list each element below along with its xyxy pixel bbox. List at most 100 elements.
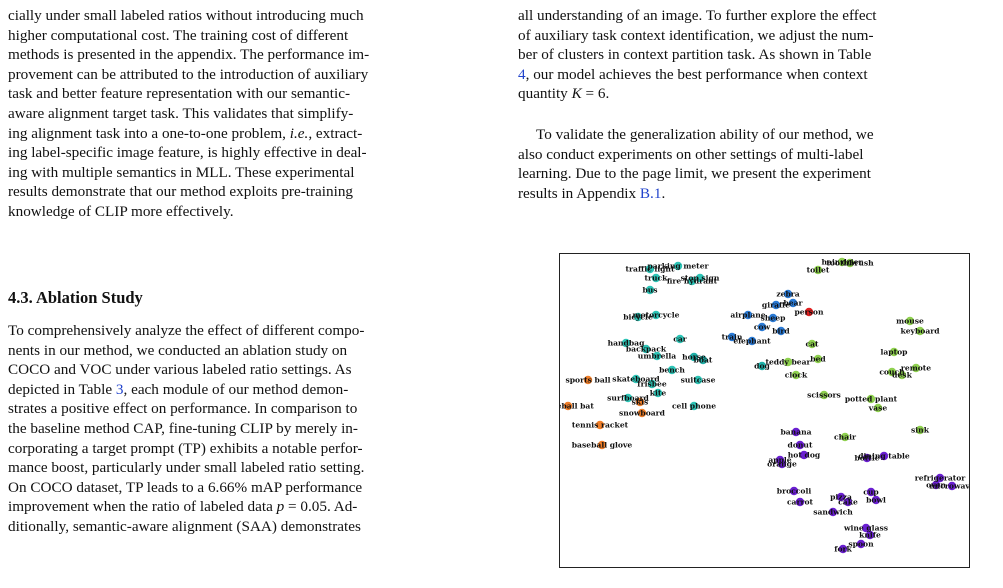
scatter-point-label: fire hydrant	[667, 277, 718, 286]
text-line-math: quantity K = 6.	[518, 85, 610, 103]
scatter-point	[935, 473, 945, 483]
scatter-point-label: skateboard	[612, 375, 660, 384]
text-line: COCO and VOC under various labeled ratio…	[8, 361, 352, 379]
scatter-point-label: sink	[911, 426, 930, 435]
scatter-point-label: suitcase	[681, 376, 716, 385]
text-line: To validate the generalization ability o…	[536, 126, 874, 143]
scatter-point-label: bowl	[866, 496, 886, 505]
scatter-point-label: umbrella	[638, 352, 676, 361]
scatter-point-label: car	[673, 335, 688, 344]
scatter-point	[675, 334, 685, 344]
scatter-point	[653, 388, 663, 398]
scatter-point-label: cow	[754, 323, 771, 332]
scatter-point-label: mouse	[896, 317, 924, 326]
scatter-point	[861, 523, 871, 533]
scatter-point-label: parking meter	[647, 262, 709, 271]
text-line: learning. Due to the page limit, we pres…	[518, 165, 871, 183]
scatter-point	[637, 408, 647, 418]
scatter-point	[795, 440, 805, 450]
scatter-point	[807, 339, 817, 349]
scatter-point-label: hot dog	[788, 451, 821, 460]
text-line: results demonstrate that our method expl…	[8, 183, 354, 201]
scatter-point-label: keyboard	[900, 327, 940, 336]
text-line: cially under small labeled ratios withou…	[8, 7, 364, 24]
scatter-point-label: bicycle	[623, 313, 653, 322]
scatter-point-label: baseball bat	[560, 402, 594, 411]
scatter-point-label: skis	[632, 398, 649, 407]
scatter-point-label: person	[794, 308, 823, 317]
scatter-point-label: baseball glove	[572, 441, 633, 450]
scatter-point-label: bird	[772, 327, 790, 336]
scatter-point-label: bottle	[854, 454, 879, 463]
scatter-point-label: dog	[754, 362, 770, 371]
scatter-point	[633, 312, 643, 322]
text-line: ing with multiple semantics in MLL. Thes…	[8, 163, 355, 181]
scatter-point-label: toothbrush	[826, 259, 874, 268]
scatter-point-label: pizza	[830, 493, 852, 502]
scatter-point-label: clock	[785, 371, 808, 380]
scatter-point	[889, 347, 899, 357]
scatter-point-label: truck	[645, 274, 669, 283]
scatter-point	[791, 427, 801, 437]
scatter-point	[931, 480, 941, 490]
scatter-point	[837, 257, 847, 267]
scatter-point	[689, 352, 699, 362]
text-line: knowledge of CLIP more effectively.	[8, 202, 234, 220]
scatter-point	[641, 344, 651, 354]
scatter-point-label: train	[722, 333, 743, 342]
scatter-point-label: oven	[926, 481, 946, 490]
scatter-point	[873, 403, 883, 413]
scatter-point-label: giraffe	[762, 301, 790, 310]
scatter-point-label: cell phone	[672, 402, 716, 411]
scatter-point	[651, 310, 661, 320]
right-para-2: To validate the generalization ability o…	[518, 125, 996, 203]
scatter-point	[915, 326, 925, 336]
scatter-point-label: hair drier	[822, 258, 864, 267]
scatter-point-label: remote	[901, 364, 931, 373]
scatter-point	[595, 420, 605, 430]
right-para-1: all understanding of an image. To furthe…	[518, 6, 996, 104]
text-line-table-ref: depicted in Table 3, each module of our …	[8, 380, 349, 398]
scatter-point-label: potted plant	[845, 395, 898, 404]
scatter-point-label: sports ball	[565, 376, 610, 385]
scatter-point	[828, 507, 838, 517]
scatter-point	[799, 450, 809, 460]
scatter-point	[838, 544, 848, 554]
scatter-point	[789, 486, 799, 496]
scatter-point-label: cat	[805, 340, 819, 349]
scatter-point-label: handbag	[608, 339, 646, 348]
text-line: corporating a target prompt (TP) exhibit…	[8, 439, 363, 457]
scatter-point	[673, 261, 683, 271]
scatter-point	[667, 365, 677, 375]
scatter-point	[689, 401, 699, 411]
text-line: nents in our method, we conducted an abl…	[8, 341, 348, 359]
scatter-point-label: frisbee	[637, 380, 667, 389]
scatter-point	[597, 440, 607, 450]
scatter-point-label: desk	[892, 371, 912, 380]
scatter-point	[843, 497, 853, 507]
left-para-1: cially under small labeled ratios withou…	[8, 6, 488, 222]
left-para-2: To comprehensively analyze the effect of…	[8, 321, 488, 537]
tsne-scatter-figure: traffic light parking meter truck fire hydr…	[559, 253, 970, 568]
scatter-point-label: teddy bear	[765, 358, 811, 367]
scatter-point-label: banana	[780, 428, 811, 437]
text-line: To comprehensively analyze the effect of…	[8, 322, 365, 339]
scatter-point	[743, 310, 753, 320]
scatter-point-label: backpack	[626, 345, 667, 354]
scatter-point-label: snowboard	[619, 409, 666, 418]
text-line: aware alignment target task. This valida…	[8, 104, 354, 122]
scatter-point	[623, 393, 633, 403]
scatter-point-label: apple	[768, 456, 791, 465]
scatter-point-label: sheep	[761, 314, 786, 323]
scatter-point	[783, 289, 793, 299]
scatter-point	[757, 322, 767, 332]
scatter-point	[768, 313, 778, 323]
scatter-point	[771, 300, 781, 310]
scatter-point	[645, 264, 655, 274]
text-line: of auxiliary task context identification…	[518, 26, 874, 44]
scatter-point	[915, 425, 925, 435]
scatter-point	[747, 336, 757, 346]
scatter-point	[856, 539, 866, 549]
text-line: the baseline method CAP, fine-tuning CLI…	[8, 419, 358, 437]
